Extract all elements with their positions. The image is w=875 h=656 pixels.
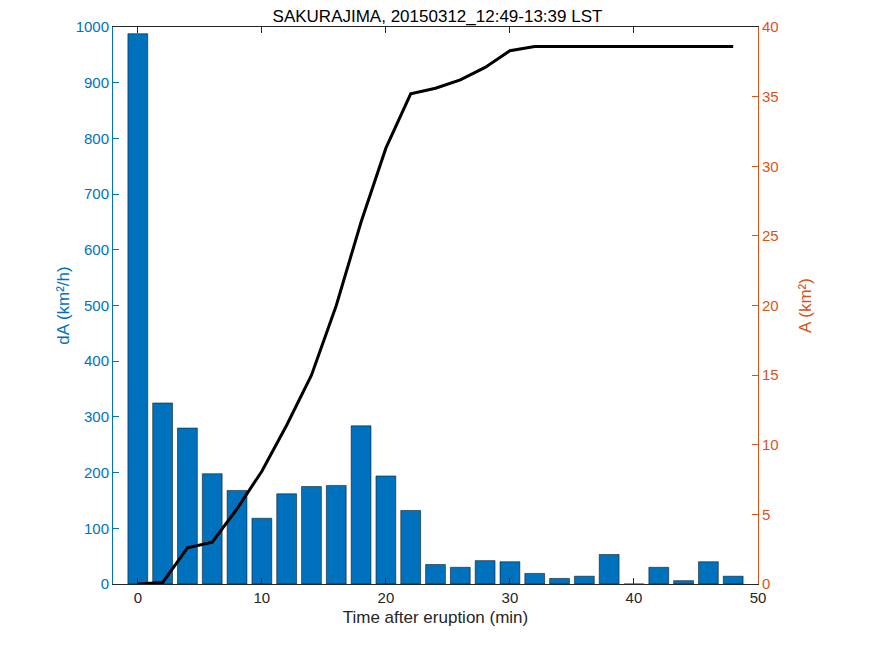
- svg-text:0: 0: [762, 575, 770, 592]
- svg-text:10: 10: [254, 589, 271, 606]
- svg-text:900: 900: [84, 74, 109, 91]
- svg-text:0: 0: [101, 575, 109, 592]
- svg-text:20: 20: [762, 297, 779, 314]
- svg-text:1000: 1000: [76, 18, 109, 35]
- svg-text:100: 100: [84, 520, 109, 537]
- svg-text:500: 500: [84, 297, 109, 314]
- svg-text:20: 20: [378, 589, 395, 606]
- svg-text:15: 15: [762, 366, 779, 383]
- svg-text:Time after eruption (min): Time after eruption (min): [343, 608, 528, 627]
- svg-text:0: 0: [134, 589, 142, 606]
- svg-text:40: 40: [626, 589, 643, 606]
- svg-text:30: 30: [762, 158, 779, 175]
- svg-text:dA (km²/h): dA (km²/h): [54, 266, 73, 344]
- svg-text:40: 40: [762, 18, 779, 35]
- svg-text:800: 800: [84, 130, 109, 147]
- svg-text:A (km²): A (km²): [796, 278, 815, 333]
- svg-text:600: 600: [84, 241, 109, 258]
- svg-text:5: 5: [762, 506, 770, 523]
- svg-text:700: 700: [84, 185, 109, 202]
- svg-text:10: 10: [762, 436, 779, 453]
- svg-text:SAKURAJIMA, 20150312_12:49-13:: SAKURAJIMA, 20150312_12:49-13:39 LST: [273, 7, 603, 26]
- svg-text:25: 25: [762, 227, 779, 244]
- svg-text:300: 300: [84, 408, 109, 425]
- svg-text:35: 35: [762, 88, 779, 105]
- svg-text:200: 200: [84, 464, 109, 481]
- svg-text:30: 30: [502, 589, 519, 606]
- svg-text:400: 400: [84, 352, 109, 369]
- svg-text:50: 50: [750, 589, 767, 606]
